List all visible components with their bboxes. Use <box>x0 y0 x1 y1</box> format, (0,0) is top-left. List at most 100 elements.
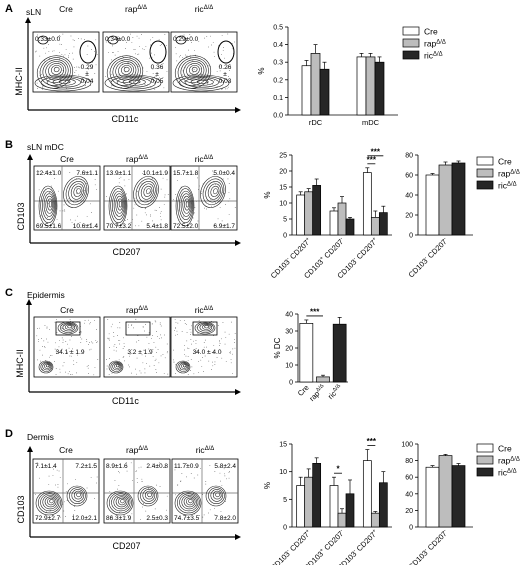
bar <box>316 376 330 383</box>
contour-line <box>45 195 54 214</box>
bar <box>329 210 339 236</box>
quadrant-stat: 70.7±3.2 <box>106 223 132 230</box>
y-tick-label: 0 <box>283 233 287 240</box>
contour-cluster <box>34 74 92 92</box>
label-sup: Δ/Δ <box>204 5 214 11</box>
genotype-label: ricΔ/Δ <box>195 4 214 14</box>
contour-line <box>120 499 125 504</box>
contour-line <box>143 185 153 197</box>
quadrant-stat: 5.8±2.4 <box>214 463 236 470</box>
significance-stars: * <box>336 465 340 474</box>
label-part: ric <box>195 154 205 164</box>
quadrant-stat: 15.7±1.8 <box>173 170 199 177</box>
label-sup: - <box>423 255 429 261</box>
contour-line <box>39 57 71 86</box>
label-part: ric <box>498 181 508 191</box>
bar-chart-D-right: 0 20 40 60 80 100 <box>401 442 473 532</box>
event-dots <box>35 461 98 520</box>
contour-line <box>178 75 225 90</box>
label-part: rap <box>424 39 437 49</box>
flow-plot: 3.2 ± 1.9 <box>103 316 171 378</box>
legend <box>476 443 494 477</box>
y-axis-title: % <box>263 191 272 198</box>
label-sup: Δ/Δ <box>137 5 147 11</box>
legend-swatch <box>402 26 420 36</box>
contour-line <box>52 78 76 86</box>
y-arrowhead <box>27 446 33 452</box>
contour-line <box>42 59 69 84</box>
label-sup: - <box>442 528 448 534</box>
panel-letter: B <box>5 139 13 151</box>
contour-line <box>122 78 146 86</box>
label-part: Cre <box>424 27 438 37</box>
genotype-label: rapΔ/Δ <box>126 445 148 455</box>
bar <box>451 465 466 528</box>
label-part: rap <box>126 305 139 315</box>
label-sup: - <box>339 236 345 242</box>
contour-line <box>185 201 189 208</box>
contour-line <box>45 364 50 368</box>
contour-line <box>215 492 220 498</box>
x-axis-label: CD11c <box>112 396 139 406</box>
contour-cluster <box>133 176 159 208</box>
label-part: ric <box>196 445 206 455</box>
contour-line <box>113 494 129 510</box>
flow-plot-frame <box>171 458 239 524</box>
y-tick-label: 80 <box>405 153 413 160</box>
contour-line <box>118 201 122 208</box>
bar <box>337 202 347 236</box>
quadrant-stat: 7.1±1.4 <box>35 463 57 470</box>
legend-swatch <box>476 180 494 190</box>
event-dots <box>38 170 97 226</box>
label-sup: Δ/Δ <box>138 306 148 312</box>
flow-plot: 7.1±1.4 7.2±1.5 72.9±2.7 12.0±2.1 <box>32 458 100 524</box>
label-part: ric <box>195 4 205 14</box>
contour-line <box>177 361 190 372</box>
contour-line <box>46 77 81 88</box>
contour-line <box>108 360 124 374</box>
quadrant-stat: 8.9±1.6 <box>106 463 128 470</box>
legend-label: Cre <box>498 157 512 167</box>
y-tick-label: 40 <box>405 491 413 498</box>
label-sup: - <box>285 548 291 554</box>
y-axis-title: % <box>257 67 266 74</box>
label-sup: - <box>352 256 358 262</box>
contour-line <box>185 497 195 506</box>
quadrant-stat: 7.6±1.1 <box>76 170 98 177</box>
bar-chart-B-left: 0 5 10 15 20 25% ****** <box>263 147 392 240</box>
contour-line <box>35 490 63 516</box>
contour-line <box>115 496 128 508</box>
y-axis-title: % <box>263 482 272 489</box>
y-tick-label: 5 <box>283 497 287 504</box>
contour-line <box>110 188 127 224</box>
genotype-label: rapΔ/Δ <box>126 305 148 315</box>
contour-line <box>212 490 222 500</box>
y-tick-label: 0 <box>409 233 413 240</box>
genotype-label: Cre <box>59 445 73 455</box>
contour-line <box>42 190 56 220</box>
gate-stat: 0.04 <box>81 78 94 85</box>
y-axis-label: MHC-II <box>15 349 25 378</box>
gate <box>55 321 81 336</box>
legend-label: ricΔ/Δ <box>424 51 443 61</box>
label-part: rap <box>125 4 138 14</box>
gate <box>192 321 218 336</box>
contour-line <box>188 499 193 504</box>
contour-line <box>179 493 199 512</box>
event-dots <box>109 462 168 520</box>
contour-line <box>184 77 219 88</box>
contour-line <box>65 178 88 206</box>
label-sup: - <box>339 528 345 534</box>
bar <box>304 191 314 236</box>
contour-line <box>63 176 89 208</box>
contour-line <box>38 185 58 227</box>
contour-line <box>67 325 72 329</box>
contour-line <box>115 195 124 214</box>
bar <box>337 512 347 528</box>
contour-cluster <box>137 485 159 507</box>
label-part: Cre <box>60 305 74 315</box>
contour-line <box>73 185 83 197</box>
y-tick-label: 10 <box>279 469 287 476</box>
label-part: Cre <box>59 445 73 455</box>
contour-line <box>207 183 222 200</box>
